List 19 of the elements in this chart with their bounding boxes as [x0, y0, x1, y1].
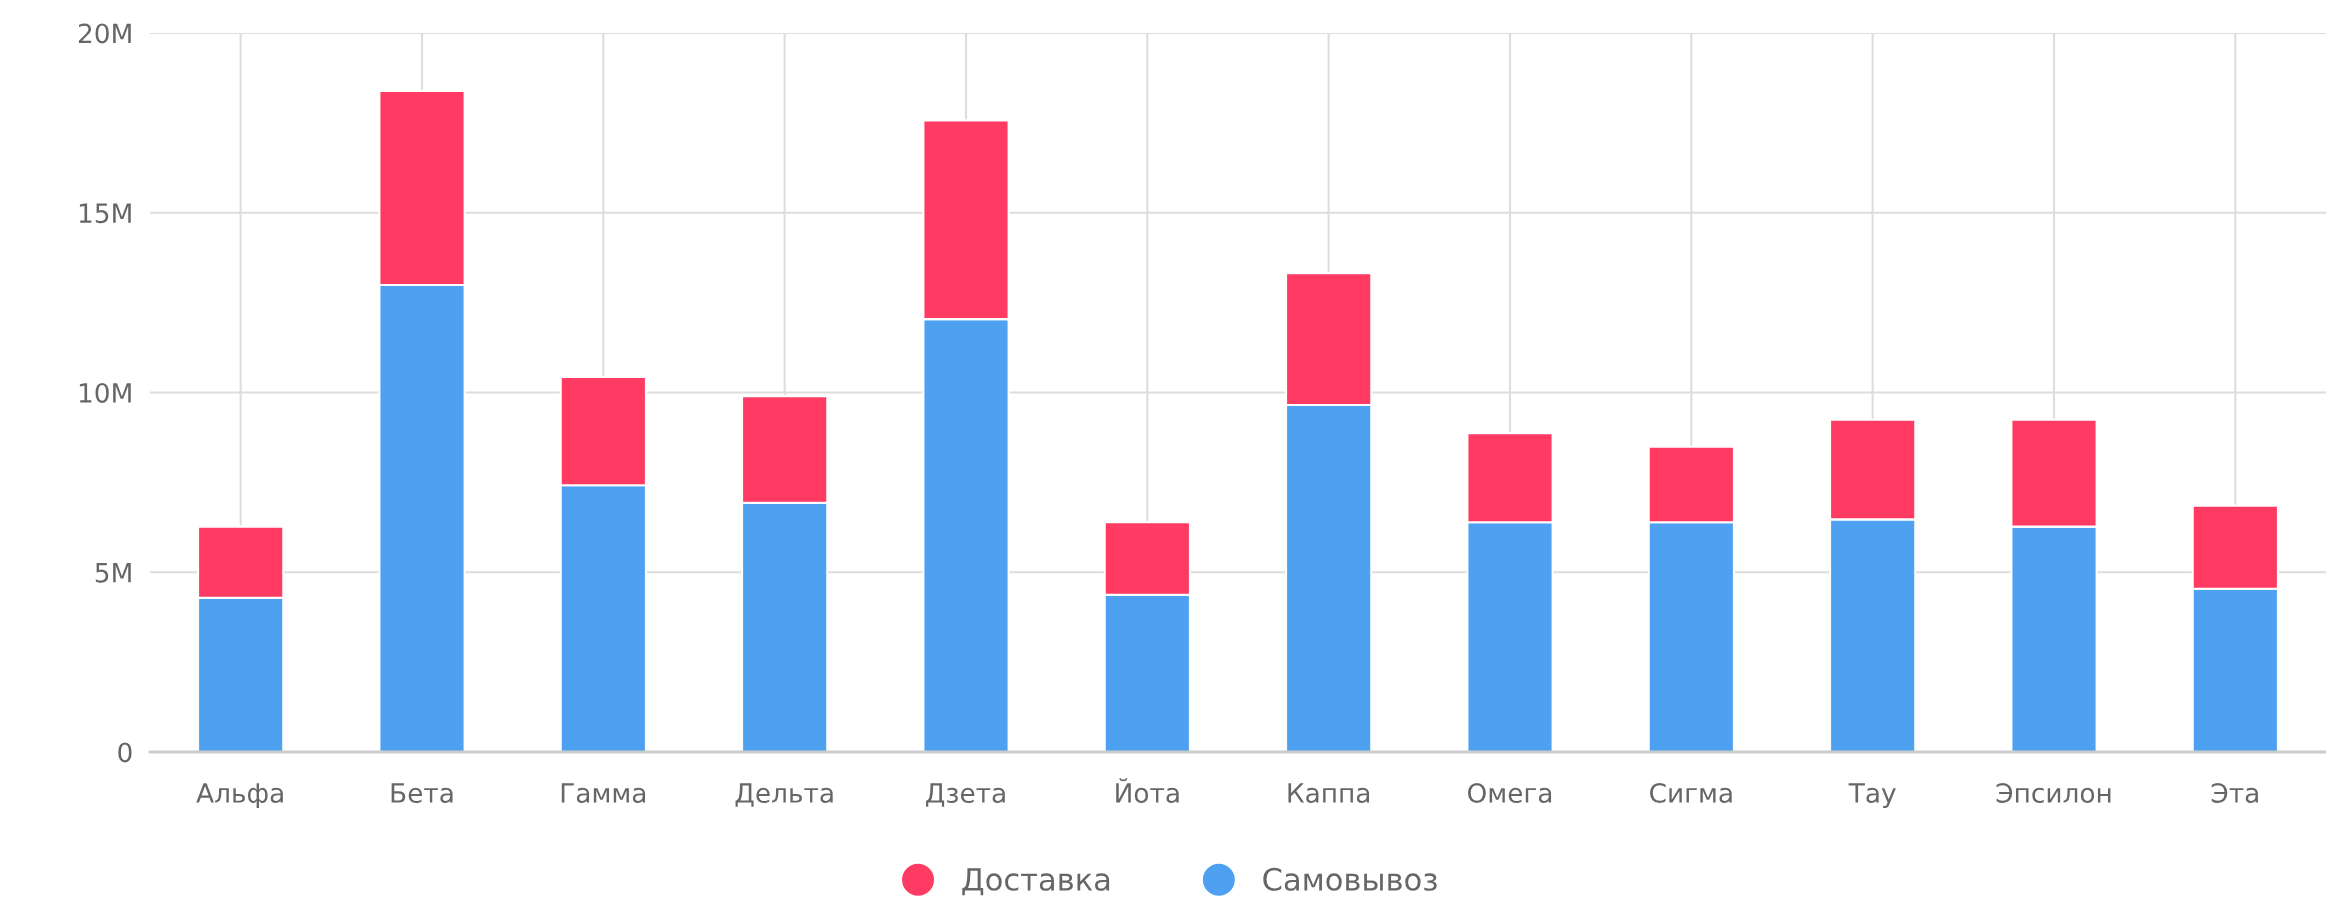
x-tick-label: Дельта [735, 783, 833, 807]
y-tick-label: 5M [95, 563, 131, 583]
x-tick-label: Омега [1468, 783, 1552, 803]
x-tick-label: Сигма [1650, 783, 1732, 803]
y-tick-label: 10M [79, 382, 131, 403]
legend-label: Доставка [962, 868, 1110, 896]
y-tick-label: 20M [78, 23, 131, 44]
x-tick-label: Эпсилон [1996, 783, 2111, 803]
y-tick-label: 15M [79, 203, 131, 224]
y-tick-label: 0 [118, 742, 132, 763]
x-tick-label: Йота [1116, 778, 1179, 803]
x-tick-label: Дзета [926, 783, 1005, 807]
legend-label: Самовывоз [1263, 867, 1437, 891]
x-tick-label: Гамма [561, 783, 646, 803]
x-tick-label: Альфа [196, 783, 283, 809]
x-tick-label: Эта [2211, 783, 2258, 803]
x-tick-label: Каппа [1288, 783, 1370, 803]
x-tick-label: Тау [1848, 783, 1896, 809]
x-tick-label: Бета [391, 783, 453, 803]
